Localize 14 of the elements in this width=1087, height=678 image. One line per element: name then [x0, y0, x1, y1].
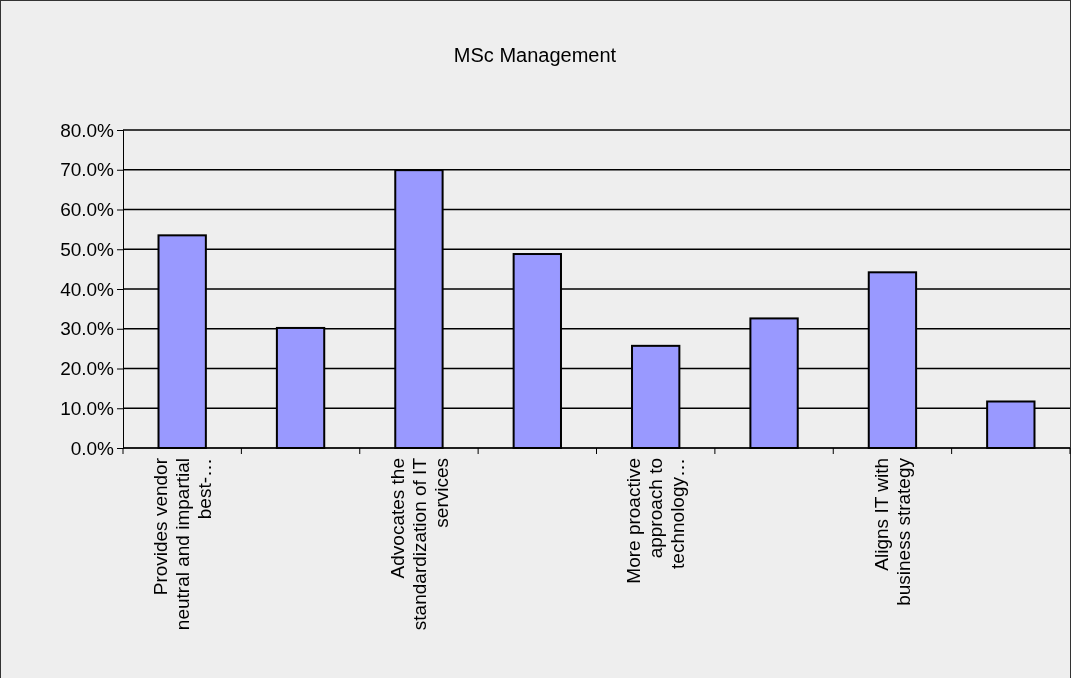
y-tick-label: 40.0%: [60, 278, 115, 300]
y-tick-label: 0.0%: [70, 437, 115, 459]
y-tick-label: 50.0%: [60, 238, 115, 260]
y-tick-label: 70.0%: [60, 159, 115, 181]
y-tick-label: 60.0%: [60, 199, 115, 221]
y-tick-label: 10.0%: [60, 397, 115, 419]
x-tick-label: Aligns IT with business strategy: [871, 457, 915, 606]
x-tick-label: More proactive approach to technology…: [623, 458, 689, 584]
y-tick-label: 20.0%: [60, 358, 115, 380]
y-tick-label: 80.0%: [60, 119, 115, 141]
x-tick-label: Provides vendor neutral and impartial best-…: [149, 457, 215, 631]
chart-title: MSc Management: [453, 44, 617, 66]
y-tick-label: 30.0%: [60, 318, 115, 340]
x-tick-label: Advocates the standardization of IT services: [386, 457, 452, 631]
